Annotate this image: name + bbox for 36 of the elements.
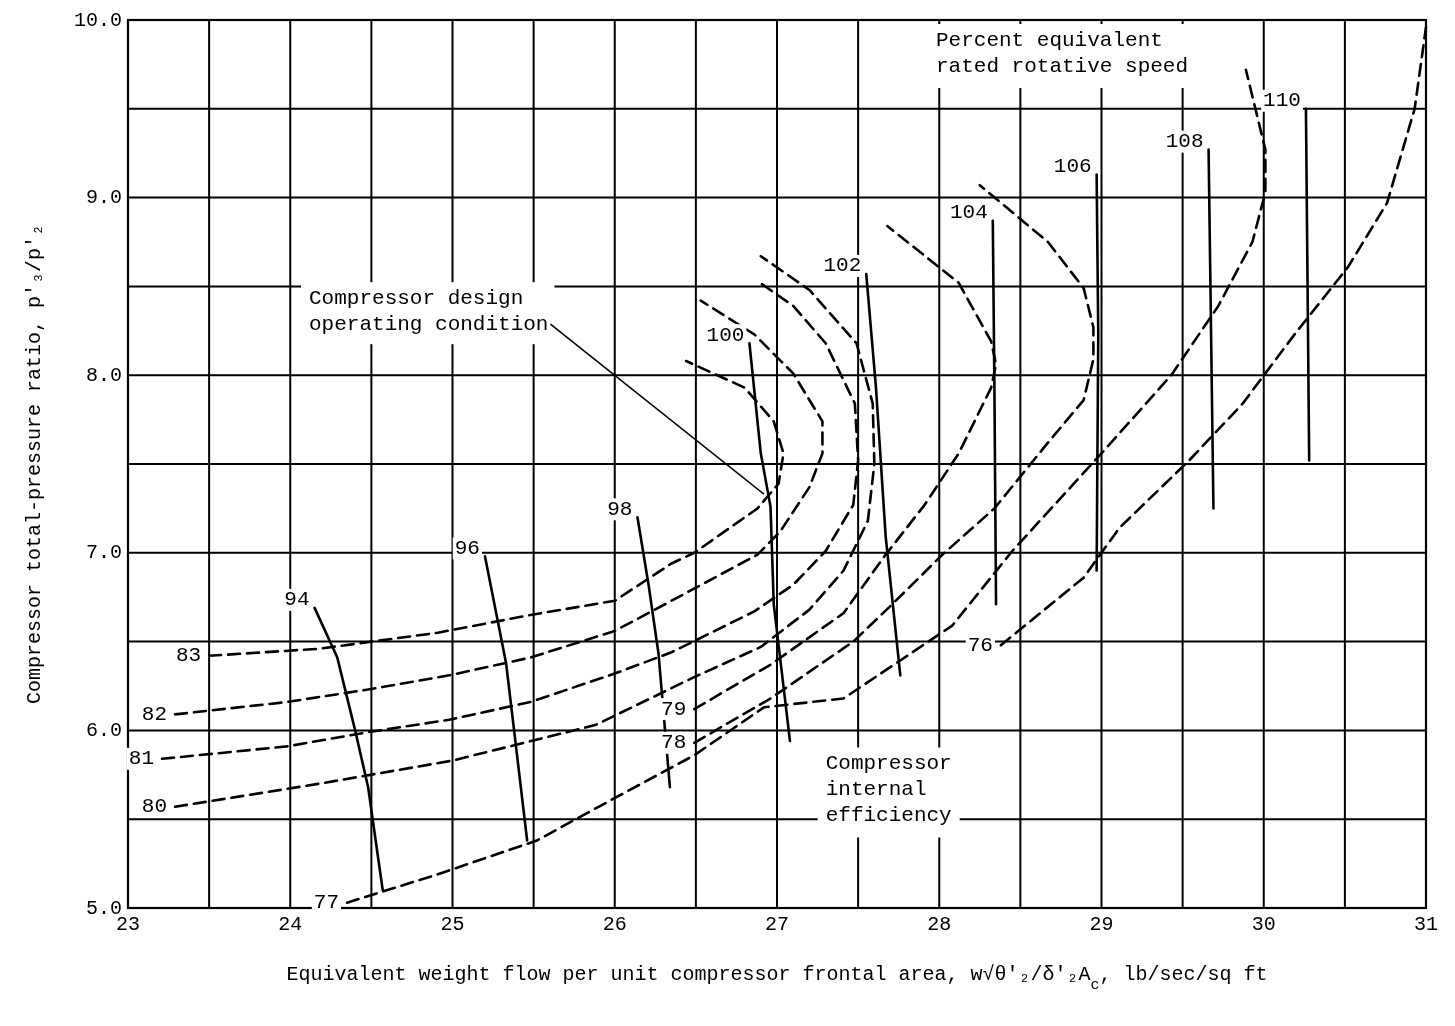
series-label: 104 [949,201,988,225]
series-label: 80 [141,795,168,819]
annotation: Compressor internal efficiency [825,752,952,828]
x-tick-label: 25 [440,913,465,936]
series-label: 98 [607,497,633,521]
y-axis-title: Compressor total-pressure ratio, p'₃/p'₂ [23,223,46,705]
y-tick-label: 6.0 [85,718,122,742]
x-tick-label: 27 [764,913,790,936]
series-label: 110 [1263,89,1301,113]
x-tick-label: 28 [927,913,952,936]
annotation: Percent equivalent rated rotative speed [936,29,1189,78]
series-label: 82 [141,702,168,726]
x-tick-label: 30 [1251,913,1276,936]
series-label: 79 [661,697,687,721]
series-label: 77 [313,891,340,915]
y-tick-label: 7.0 [85,541,122,565]
x-tick-label: 23 [115,913,141,936]
series-label: 100 [706,323,745,347]
x-axis-title: Equivalent weight flow per unit compressor frontal area, w√θ'₂/δ'₂A$_{c}$, lb/sec/sq ft [286,963,1268,994]
series-label: 96 [454,536,480,560]
x-tick-label: 31 [1413,913,1439,936]
series-label: 94 [284,588,310,612]
y-tick-label: 10.0 [73,8,122,32]
x-tick-label: 26 [602,913,627,936]
series-label: 106 [1053,155,1092,179]
series-label: 76 [967,633,993,657]
x-tick-label: 24 [278,913,303,936]
x-tick-label: 29 [1089,913,1114,936]
annotation: Compressor design operating condition [309,287,549,337]
series-label: 81 [128,747,155,771]
y-tick-label: 9.0 [85,186,122,210]
series-label: 78 [661,731,687,755]
series-label: 83 [175,644,202,668]
y-tick-label: 8.0 [85,363,122,387]
series-label: 102 [823,254,862,278]
series-label: 108 [1165,130,1204,154]
